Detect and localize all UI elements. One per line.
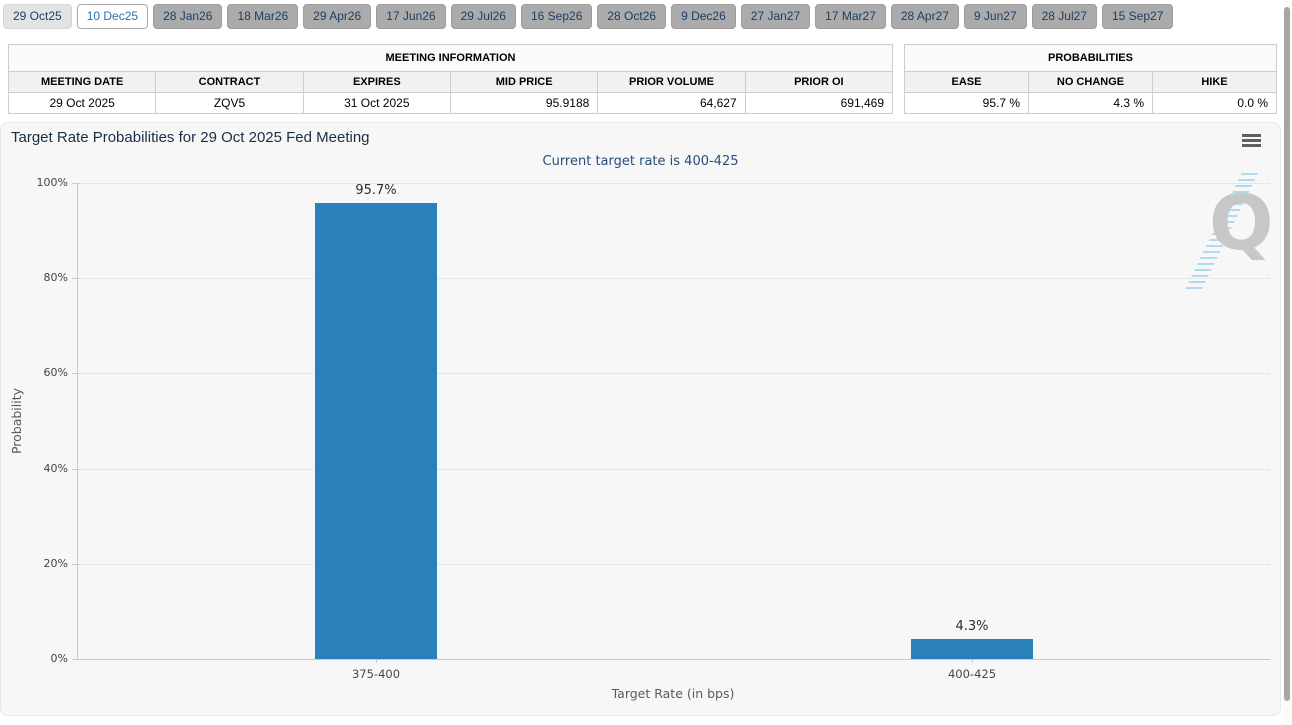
bar-data-label: 4.3%: [955, 619, 989, 634]
bar-data-label: 95.7%: [355, 183, 397, 198]
column-header-contract: CONTRACT: [155, 71, 304, 93]
scrollbar-thumb[interactable]: [1284, 7, 1290, 701]
table-group-header: PROBABILITIES: [904, 44, 1277, 72]
target-rate-chart-panel: Target Rate Probabilities for 29 Oct 202…: [0, 122, 1281, 716]
x-category-label: 400-425: [947, 667, 997, 681]
chart-context-menu-icon[interactable]: [1242, 134, 1261, 149]
y-tick-label: 80%: [43, 271, 68, 284]
meeting-tab-29-oct25[interactable]: 29 Oct25: [3, 4, 72, 29]
bar-375-400[interactable]: [315, 203, 437, 659]
meeting-tab-29-apr26[interactable]: 29 Apr26: [303, 4, 372, 29]
meeting-tab-9-dec26[interactable]: 9 Dec26: [671, 4, 736, 29]
column-header-expires: EXPIRES: [302, 71, 451, 93]
column-header-mid-price: MID PRICE: [449, 71, 599, 93]
y-tick-label: 0%: [50, 652, 68, 665]
meeting-information-table: MEETING INFORMATION MEETING DATE CONTRACT E…: [7, 44, 894, 114]
y-tick-mark: [72, 278, 78, 279]
data-cell-expires: 31 Oct 2025: [302, 92, 451, 114]
data-cell-contract: ZQV5: [155, 92, 304, 114]
column-header-hike: HIKE: [1152, 71, 1277, 93]
gridline: [78, 469, 1270, 470]
data-cell-ease: 95.7 %: [904, 92, 1029, 114]
meeting-tab-28-apr27[interactable]: 28 Apr27: [890, 4, 959, 29]
data-cell-prior-oi: 691,469: [744, 92, 894, 114]
y-tick-label: 100%: [36, 176, 68, 189]
chart-subtitle: Current target rate is 400-425: [542, 154, 739, 169]
meeting-tab-29-jul26[interactable]: 29 Jul26: [450, 4, 516, 29]
gridline: [78, 564, 1270, 565]
data-cell-mid-price: 95.9188: [449, 92, 599, 114]
meeting-tab-17-mar27[interactable]: 17 Mar27: [815, 4, 886, 29]
gridline: [78, 373, 1270, 374]
gridline: [78, 183, 1270, 184]
y-tick-label: 60%: [43, 366, 68, 379]
probabilities-table: PROBABILITIES EASE NO CHANGE HIKE 95.7 % 4.3 …: [904, 44, 1277, 114]
hamburger-bar: [1242, 144, 1261, 147]
bar-400-425[interactable]: [911, 639, 1033, 659]
meeting-tab-15-sep27[interactable]: 15 Sep27: [1102, 4, 1174, 29]
y-tick-label: 20%: [43, 557, 68, 570]
meeting-tab-28-oct26[interactable]: 28 Oct26: [597, 4, 667, 29]
data-cell-prior-volume: 64,627: [597, 92, 746, 114]
y-tick-mark: [72, 564, 78, 565]
column-header-ease: EASE: [904, 71, 1029, 93]
table-group-header: MEETING INFORMATION: [8, 44, 893, 72]
x-category-label: 375-400: [351, 667, 401, 681]
meeting-tab-28-jan26[interactable]: 28 Jan26: [153, 4, 223, 29]
meeting-tab-9-jun27[interactable]: 9 Jun27: [963, 4, 1027, 29]
column-header-meeting-date: MEETING DATE: [7, 71, 157, 93]
meeting-tab-17-jun26[interactable]: 17 Jun26: [376, 4, 446, 29]
x-tick-mark: [972, 659, 973, 663]
meeting-tab-18-mar26[interactable]: 18 Mar26: [227, 4, 299, 29]
y-tick-mark: [72, 183, 78, 184]
gridline: [78, 278, 1270, 279]
meeting-tab-27-jan27[interactable]: 27 Jan27: [740, 4, 811, 29]
plot-area: 100% 80% 60% 40% 20% 0% 95.7% 375-400 4.3% 400-42…: [37, 176, 1270, 681]
chart-title: Target Rate Probabilities for 29 Oct 202…: [11, 129, 370, 146]
data-cell-meeting-date: 29 Oct 2025: [7, 92, 157, 114]
column-header-no-change: NO CHANGE: [1028, 71, 1153, 93]
column-header-prior-oi: PRIOR OI: [744, 71, 894, 93]
y-axis-title: Probability: [9, 387, 24, 455]
meeting-tab-bar: 29 Oct25 10 Dec25 28 Jan26 18 Mar26 29 Apr26…: [3, 4, 1174, 29]
y-tick-label: 40%: [43, 462, 68, 475]
data-cell-no-change: 4.3 %: [1028, 92, 1153, 114]
x-axis-title: Target Rate (in bps): [611, 686, 735, 701]
y-tick-mark: [72, 373, 78, 374]
vertical-scrollbar[interactable]: [1283, 0, 1292, 725]
data-cell-hike: 0.0 %: [1152, 92, 1277, 114]
meeting-tab-10-dec25[interactable]: 10 Dec25: [76, 4, 149, 29]
column-header-prior-volume: PRIOR VOLUME: [597, 71, 746, 93]
y-tick-mark: [72, 659, 78, 660]
meeting-tab-16-sep26[interactable]: 16 Sep26: [520, 4, 593, 29]
hamburger-bar: [1242, 134, 1261, 137]
y-tick-mark: [72, 469, 78, 470]
x-tick-mark: [376, 659, 377, 663]
hamburger-bar: [1242, 139, 1261, 142]
meeting-tab-28-jul27[interactable]: 28 Jul27: [1031, 4, 1097, 29]
